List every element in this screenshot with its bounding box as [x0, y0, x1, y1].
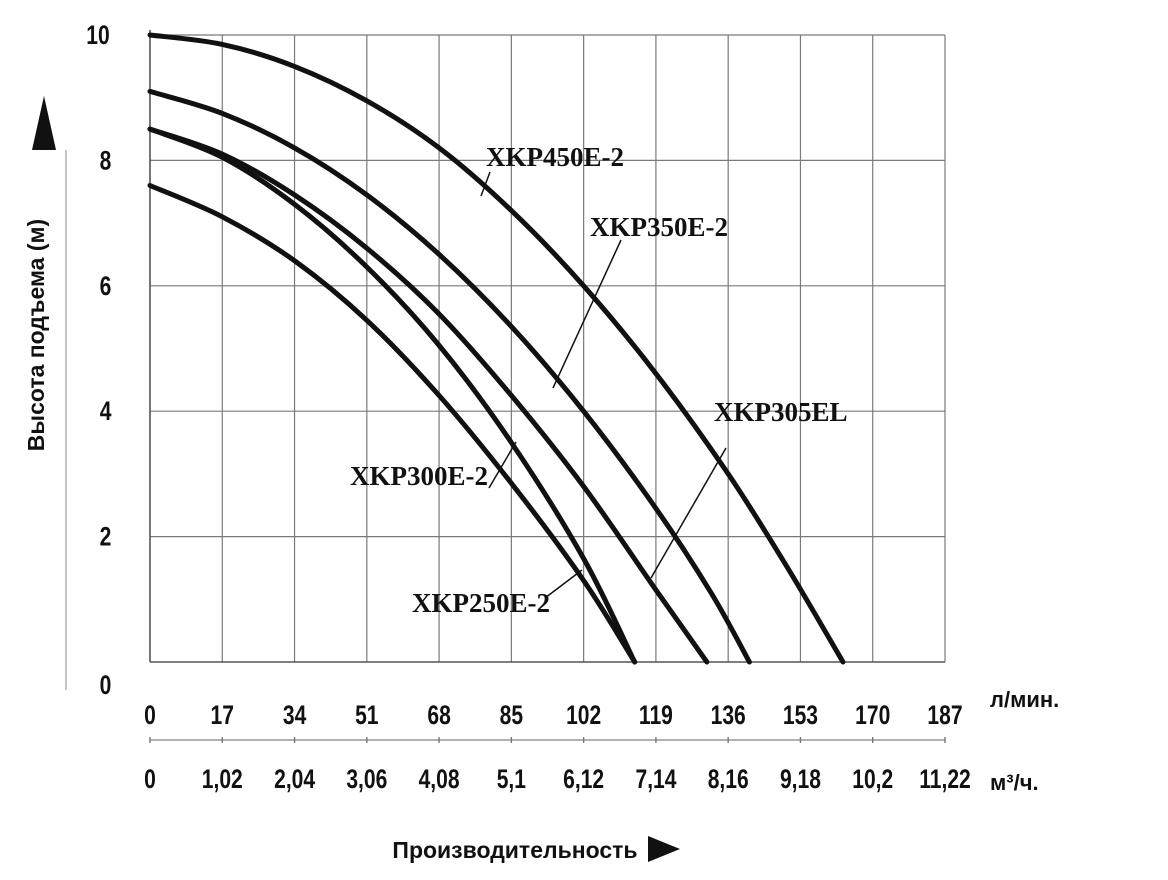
- series-label-xkp300e-2: XKP300E-2: [350, 461, 488, 491]
- leader-line-xkp250e-2: [544, 569, 583, 599]
- x-tick-label-m3h: 3,06: [346, 765, 387, 795]
- x-tick-label-lpm: 136: [711, 701, 746, 731]
- series-label-xkp250e-2: XKP250E-2: [412, 588, 550, 618]
- grid-layer: [150, 34, 946, 662]
- leader-line-xkp350e-2: [552, 239, 622, 389]
- x-tick-label-lpm: 85: [500, 701, 523, 731]
- x-tick-label-lpm: 170: [855, 701, 890, 731]
- label-layer: XKP450E-2 XKP350E-2 XKP305EL XKP300E-2 XKP25…: [350, 142, 848, 618]
- x-tick-label-m3h: 0: [144, 765, 156, 795]
- series-line-xkp300e-2: [147, 126, 638, 665]
- x-tick-label-lpm: 119: [639, 701, 673, 731]
- x-tick-label-lpm: 68: [427, 701, 450, 731]
- x-tick-label-m3h: 11,22: [919, 765, 971, 795]
- x-tick-label-m3h: 7,14: [635, 765, 676, 795]
- x-tick-label-m3h: 10,2: [852, 765, 893, 795]
- x-tick-label-m3h: 4,08: [419, 765, 460, 795]
- y-tick-label: 4: [100, 397, 112, 427]
- x-unit-m3h: м³/ч.: [990, 770, 1039, 795]
- y-tick-label: 2: [100, 522, 112, 552]
- series-label-xkp450e-2: XKP450E-2: [486, 142, 624, 172]
- x-axis-arrow-icon: [648, 836, 680, 862]
- y-tick-label: 0: [100, 671, 112, 701]
- x-tick-label-lpm: 51: [355, 701, 378, 731]
- leader-line-xkp300e-2: [488, 441, 517, 489]
- series-label-xkp305el: XKP305EL: [714, 397, 848, 427]
- x-tick-label-m3h: 1,02: [202, 765, 243, 795]
- x-tick-label-lpm: 187: [927, 701, 962, 731]
- x-tick-label-m3h: 6,12: [563, 765, 604, 795]
- y-axis-title: Высота подъема (м): [23, 219, 49, 451]
- series-label-xkp350e-2: XKP350E-2: [590, 212, 728, 242]
- x-tick-label-m3h: 2,04: [274, 765, 315, 795]
- leader-line-xkp450e-2: [480, 171, 491, 197]
- x-tick-label-lpm: 0: [144, 701, 156, 731]
- series-line-xkp450e-2: [147, 32, 846, 665]
- x-tick-label-m3h: 5,1: [497, 765, 526, 795]
- x-tick-label-lpm: 102: [566, 701, 601, 731]
- x-tick-label-lpm: 17: [211, 701, 234, 731]
- series-line-xkp305el: [147, 126, 710, 665]
- series-line-xkp350e-2: [147, 88, 752, 665]
- y-tick-label: 10: [86, 21, 109, 51]
- x-tick-label-m3h: 8,16: [708, 765, 749, 795]
- x-unit-lpm: л/мин.: [990, 687, 1059, 712]
- leader-line-xkp305el: [650, 447, 727, 579]
- x-tick-label-m3h: 9,18: [780, 765, 821, 795]
- y-axis-arrow-icon: [32, 96, 56, 150]
- y-tick-label: 6: [100, 271, 112, 301]
- series-line-xkp250e-2: [147, 183, 638, 665]
- x-tick-label-lpm: 153: [783, 701, 818, 731]
- x-axis-title: Производительность: [392, 837, 637, 863]
- series-layer: [147, 32, 846, 665]
- x-tick-label-lpm: 34: [283, 701, 307, 731]
- y-tick-label: 8: [100, 146, 112, 176]
